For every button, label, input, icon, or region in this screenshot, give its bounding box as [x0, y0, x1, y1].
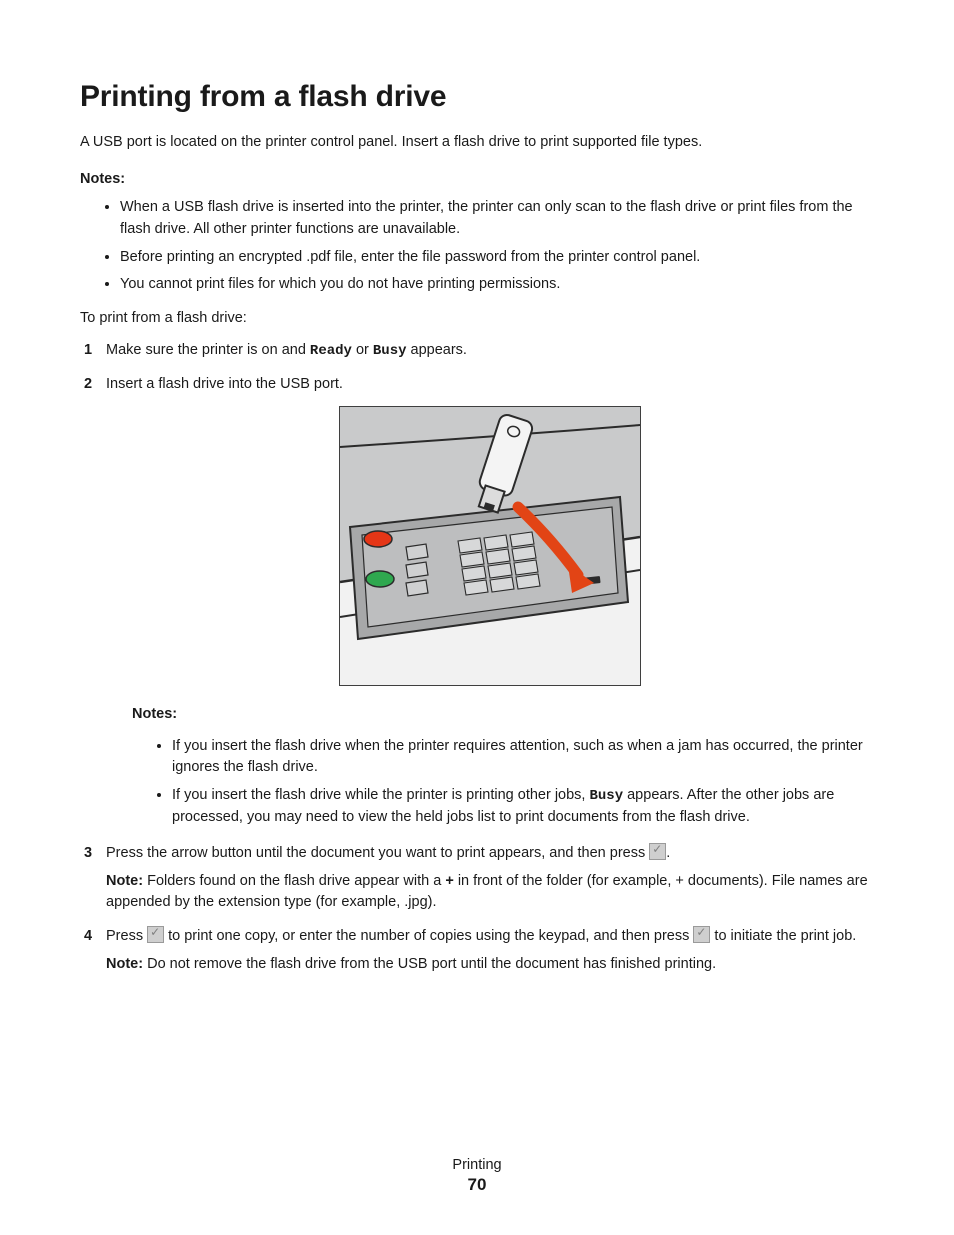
intro-text: A USB port is located on the printer con… [80, 132, 874, 153]
step-2: Insert a flash drive into the USB port. [80, 374, 874, 829]
note-item: If you insert the flash drive when the p… [172, 736, 874, 780]
step-4-pre: Press [106, 928, 147, 944]
lead-text: To print from a flash drive: [80, 310, 874, 326]
step-1: Make sure the printer is on and Ready or… [80, 340, 874, 362]
step-1-mid: or [352, 342, 373, 358]
footer-section: Printing [0, 1157, 954, 1173]
step-4: Press to print one copy, or enter the nu… [80, 926, 874, 976]
step-3-post: . [666, 845, 670, 861]
step4-note-text: Do not remove the flash drive from the U… [143, 956, 716, 972]
note-item: If you insert the flash drive while the … [172, 785, 874, 829]
notes-list-2: If you insert the flash drive when the p… [132, 736, 874, 829]
check-button-icon [649, 843, 666, 860]
note-item: When a USB flash drive is inserted into … [120, 197, 874, 241]
step-4-note: Note: Do not remove the flash drive from… [106, 954, 874, 976]
note-item: You cannot print files for which you do … [120, 274, 874, 296]
step-3: Press the arrow button until the documen… [80, 843, 874, 914]
step-4-mid: to print one copy, or enter the number o… [164, 928, 693, 944]
step-3-note: Note: Folders found on the flash drive a… [106, 871, 874, 915]
notes-label-1: Notes: [80, 171, 874, 187]
step-3-pre: Press the arrow button until the documen… [106, 845, 649, 861]
note-label: Note: [106, 873, 143, 889]
step-2-text: Insert a flash drive into the USB port. [106, 376, 343, 392]
check-button-icon [147, 926, 164, 943]
step3-note-pre: Folders found on the flash drive appear … [143, 873, 445, 889]
notes-label-2: Notes: [132, 704, 874, 726]
page-title: Printing from a flash drive [80, 80, 874, 114]
notes-list-1: When a USB flash drive is inserted into … [80, 197, 874, 296]
status-busy: Busy [589, 788, 623, 804]
steps-list: Make sure the printer is on and Ready or… [80, 340, 874, 976]
check-button-icon [693, 926, 710, 943]
printer-usb-figure [339, 406, 641, 686]
note-item: Before printing an encrypted .pdf file, … [120, 247, 874, 269]
page: Printing from a flash drive A USB port i… [0, 0, 954, 1235]
status-ready: Ready [310, 343, 352, 359]
note-label: Note: [106, 956, 143, 972]
status-busy: Busy [373, 343, 407, 359]
note2-pre: If you insert the flash drive while the … [172, 787, 589, 803]
step-1-post: appears. [407, 342, 467, 358]
plus-symbol: + [445, 873, 453, 889]
page-footer: Printing 70 [0, 1157, 954, 1195]
step-4-post: to initiate the print job. [710, 928, 856, 944]
step-2-notes: Notes: If you insert the flash drive whe… [132, 704, 874, 829]
footer-page-number: 70 [0, 1175, 954, 1195]
printer-illustration [340, 407, 640, 685]
step-1-pre: Make sure the printer is on and [106, 342, 310, 358]
